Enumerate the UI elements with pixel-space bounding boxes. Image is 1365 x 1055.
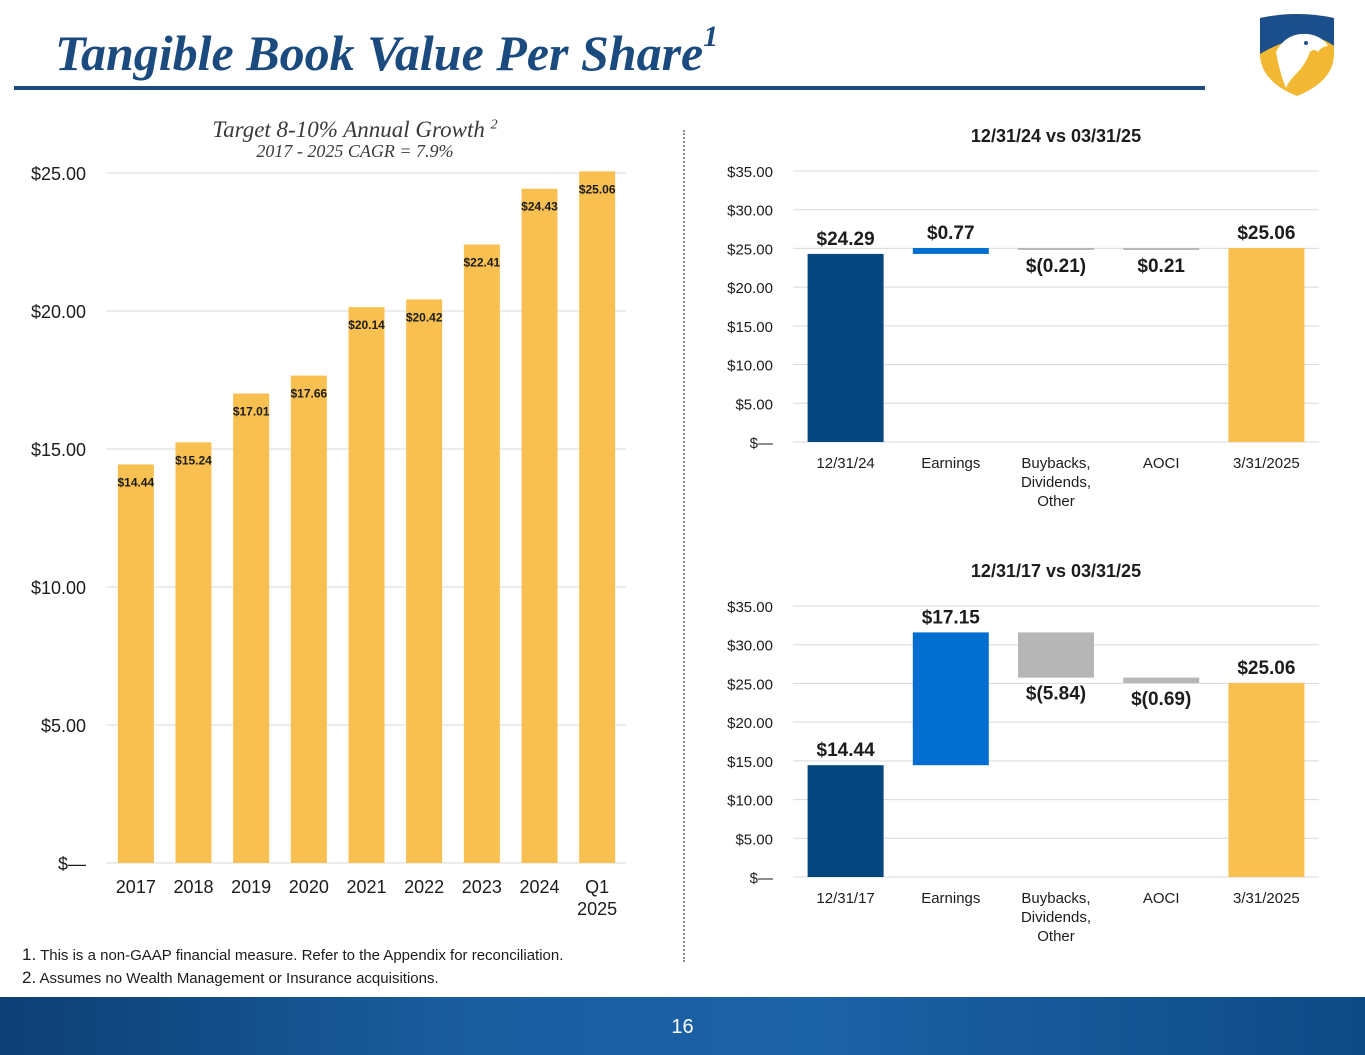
data-label: $17.66 [290, 387, 327, 401]
page-number: 16 [671, 1016, 694, 1038]
slide-title-text: Tangible Book Value Per Share [55, 25, 704, 81]
y-tick-label: $5.00 [41, 716, 86, 736]
x-tick-label: 3/31/2025 [1233, 890, 1300, 907]
left-chart-cagr: 2017 - 2025 CAGR = 7.9% [256, 141, 454, 161]
y-tick-label: $20.00 [727, 280, 773, 297]
x-tick-label: Earnings [921, 455, 980, 472]
data-label: $24.43 [521, 200, 558, 214]
x-tick-label: 2023 [462, 877, 502, 897]
title-footnote-marker: 1 [703, 20, 719, 54]
y-tick-label: $20.00 [31, 302, 86, 322]
bar [406, 299, 443, 864]
data-label: $0.77 [927, 223, 975, 244]
y-tick-label: $10.00 [727, 358, 773, 375]
waterfall-bar [912, 247, 989, 254]
data-label: $(5.84) [1026, 684, 1086, 705]
x-tick-label: 2017 [116, 877, 156, 897]
waterfall-bar [807, 765, 884, 877]
bar [117, 464, 154, 863]
waterfall-bar [1123, 247, 1200, 250]
x-tick-label: AOCI [1143, 890, 1180, 907]
slide-title: Tangible Book Value Per Share1 [55, 20, 718, 81]
waterfall-bar [1228, 682, 1305, 877]
bar [290, 375, 327, 863]
y-tick-label: $— [750, 870, 773, 887]
bar [175, 442, 212, 863]
waterfall-bar [1123, 677, 1200, 683]
x-tick-label: Q1 2025 [577, 877, 617, 919]
y-tick-label: $35.00 [727, 599, 773, 616]
footer-bar [0, 997, 1365, 1055]
x-tick-label: 3/31/2025 [1233, 455, 1300, 472]
data-label: $22.41 [463, 255, 500, 269]
eagle-head-icon [1276, 33, 1328, 88]
y-tick-label: $25.00 [727, 241, 773, 258]
data-label: $14.44 [817, 740, 876, 761]
x-tick-label: Buybacks, Dividends, Other [1021, 455, 1091, 510]
y-tick-label: $— [750, 435, 773, 452]
y-tick-label: $30.00 [727, 203, 773, 220]
x-tick-label: Buybacks, Dividends, Other [1021, 890, 1091, 945]
x-tick-label: 2021 [346, 877, 386, 897]
waterfall-bar [1018, 632, 1094, 678]
bar [233, 393, 270, 863]
y-tick-label: $15.00 [727, 754, 773, 771]
chart-title: 12/31/24 vs 03/31/25 [971, 126, 1141, 146]
x-tick-label: 2018 [173, 877, 213, 897]
waterfall-bar [807, 253, 884, 442]
waterfall-bar [1228, 247, 1305, 442]
bar [463, 244, 500, 863]
waterfall-bar [912, 632, 989, 766]
y-tick-label: $5.00 [735, 396, 773, 413]
x-tick-label: 2020 [289, 877, 329, 897]
x-tick-label: 2022 [404, 877, 444, 897]
title-underline [14, 86, 1205, 90]
y-tick-label: $10.00 [31, 578, 86, 598]
y-tick-label: $35.00 [727, 164, 773, 181]
data-label: $(0.21) [1026, 256, 1086, 277]
section-divider [683, 130, 685, 962]
x-tick-label: 12/31/17 [816, 890, 874, 907]
data-label: $20.14 [348, 318, 385, 332]
x-tick-label: AOCI [1143, 455, 1180, 472]
x-tick-label: Earnings [921, 890, 980, 907]
footnotes: 1. This is a non-GAAP financial measure.… [22, 944, 563, 990]
chart-title: 12/31/17 vs 03/31/25 [971, 561, 1141, 581]
y-tick-label: $15.00 [727, 319, 773, 336]
data-label: $(0.69) [1131, 689, 1191, 710]
footnote-2: 2. Assumes no Wealth Management or Insur… [22, 968, 439, 987]
data-label: $24.29 [817, 229, 875, 250]
y-tick-label: $25.00 [31, 164, 86, 184]
data-label: $17.15 [922, 607, 981, 628]
data-label: $25.06 [1237, 658, 1295, 679]
data-label: $25.06 [579, 182, 616, 196]
data-label: $15.24 [175, 453, 212, 467]
y-tick-label: $25.00 [727, 676, 773, 693]
y-tick-label: $— [58, 854, 86, 874]
data-label: $20.42 [406, 310, 443, 324]
y-tick-label: $15.00 [31, 440, 86, 460]
y-tick-label: $10.00 [727, 793, 773, 810]
y-tick-label: $20.00 [727, 715, 773, 732]
waterfall-bar [1018, 247, 1094, 250]
data-label: $14.44 [117, 475, 154, 489]
x-tick-label: 12/31/24 [816, 455, 874, 472]
y-tick-label: $30.00 [727, 638, 773, 655]
data-label: $25.06 [1237, 223, 1295, 244]
left-chart-subtitle: Target 8-10% Annual Growth 2 [212, 117, 498, 142]
bar [348, 307, 385, 863]
y-tick-label: $5.00 [735, 831, 773, 848]
bar [521, 188, 558, 863]
data-label: $0.21 [1137, 256, 1185, 277]
footnote-1: 1. This is a non-GAAP financial measure.… [22, 945, 564, 964]
x-tick-label: 2024 [519, 877, 559, 897]
data-label: $17.01 [233, 405, 270, 419]
bar [579, 171, 616, 863]
eagle-shield-logo [1260, 14, 1334, 96]
x-tick-label: 2019 [231, 877, 271, 897]
